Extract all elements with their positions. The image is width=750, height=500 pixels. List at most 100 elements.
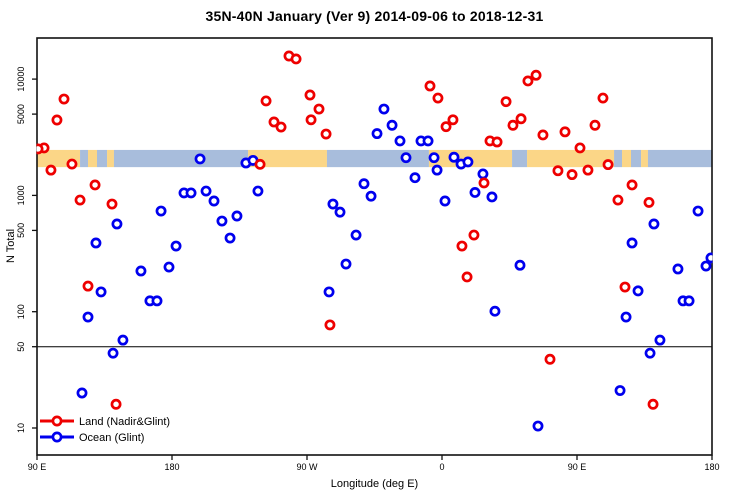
y-tick-label: 10 (16, 423, 26, 433)
x-tick-label: 0 (439, 462, 444, 472)
land-data-point (324, 319, 336, 331)
points-layer (36, 50, 713, 432)
land-data-point (51, 114, 63, 126)
band-segment-ocean (631, 149, 642, 168)
ocean-data-point (632, 285, 644, 297)
ocean-data-point (82, 311, 94, 323)
ocean-data-point (194, 153, 206, 165)
band-segment-land (527, 149, 615, 168)
ocean-data-point (386, 119, 398, 131)
ocean-data-point (532, 420, 544, 432)
land-data-point (66, 158, 78, 170)
ocean-data-point (486, 191, 498, 203)
land-data-point (58, 93, 70, 105)
y-tick-label: 5000 (16, 104, 26, 124)
ocean-data-point (151, 295, 163, 307)
land-data-point (461, 271, 473, 283)
land-data-point (589, 119, 601, 131)
band-segment-ocean (80, 149, 88, 168)
land-data-point (82, 280, 94, 292)
land-data-point (45, 164, 57, 176)
ocean-data-point (117, 334, 129, 346)
y-tick-label: 100 (16, 304, 26, 319)
land-data-point (491, 136, 503, 148)
land-data-point (602, 159, 614, 171)
land-data-point (544, 353, 556, 365)
ocean-data-point (394, 135, 406, 147)
ocean-data-point (200, 185, 212, 197)
legend: Land (Nadir&Glint) Ocean (Glint) (40, 415, 170, 444)
ocean-data-point (431, 164, 443, 176)
x-axis-label: Longitude (deg E) (330, 478, 419, 490)
legend-label: Land (Nadir&Glint) (79, 416, 170, 428)
land-data-point (574, 142, 586, 154)
ocean-data-point (644, 347, 656, 359)
x-tick-label: 90 W (296, 462, 318, 472)
ocean-data-point (705, 252, 713, 264)
land-data-point (89, 179, 101, 191)
land-data-point (320, 128, 332, 140)
ocean-data-point (469, 187, 481, 198)
land-data-point (275, 121, 287, 133)
band-segment-ocean (113, 149, 249, 168)
band-segment-ocean (647, 149, 712, 168)
ocean-data-point (252, 185, 264, 197)
land-data-point (110, 398, 122, 410)
ocean-data-point (620, 311, 632, 323)
ocean-data-point (208, 195, 220, 207)
ocean-data-point (95, 286, 107, 298)
plot-border (36, 37, 713, 456)
land-data-point (522, 75, 534, 87)
ocean-data-point (439, 195, 451, 207)
band-segment-land (622, 149, 631, 168)
ocean-data-point (648, 218, 660, 230)
ocean-data-point (422, 135, 434, 147)
y-tick-label: 10000 (16, 67, 26, 92)
x-tick-label: 180 (704, 462, 719, 472)
ocean-data-point (683, 295, 695, 307)
land-data-point (559, 126, 571, 138)
ocean-data-point (378, 103, 390, 115)
ocean-data-point (350, 229, 362, 241)
land-data-point (304, 89, 316, 101)
ocean-data-point (514, 259, 526, 271)
land-data-point (612, 194, 624, 206)
band-segment-land (641, 149, 648, 168)
ocean-data-point (107, 347, 119, 359)
land-data-point (537, 129, 549, 141)
ocean-data-point (614, 385, 626, 396)
ocean-data-point (358, 178, 370, 190)
x-tick-label: 90 E (28, 462, 47, 472)
ocean-data-point (489, 305, 501, 317)
ocean-data-point (428, 152, 440, 164)
ocean-data-point (90, 237, 102, 249)
land-data-point (440, 121, 452, 133)
land-data-point (566, 169, 578, 181)
band-segment-land (248, 149, 327, 168)
ocean-data-point (692, 205, 704, 217)
ocean-data-point (135, 265, 147, 277)
land-data-point (552, 165, 564, 177)
legend-marker (51, 431, 63, 443)
land-data-point (424, 80, 436, 92)
ocean-data-point (477, 168, 489, 180)
band-segment-land (107, 149, 114, 168)
ocean-data-point (224, 232, 236, 244)
ocean-data-point (216, 215, 228, 227)
ocean-data-point (76, 387, 88, 399)
land-data-point (626, 179, 638, 191)
band-segment-ocean (326, 149, 429, 168)
ocean-data-point (340, 258, 352, 270)
y-tick-label: 50 (16, 342, 26, 352)
land-data-point (597, 92, 609, 104)
legend-label: Ocean (Glint) (79, 432, 144, 444)
land-data-point (313, 103, 325, 115)
ocean-data-point (409, 172, 421, 184)
land-data-point (290, 53, 302, 65)
ocean-data-point (654, 334, 666, 346)
band-segment-land (88, 149, 97, 168)
land-data-point (432, 92, 444, 104)
land-data-point (647, 398, 659, 410)
